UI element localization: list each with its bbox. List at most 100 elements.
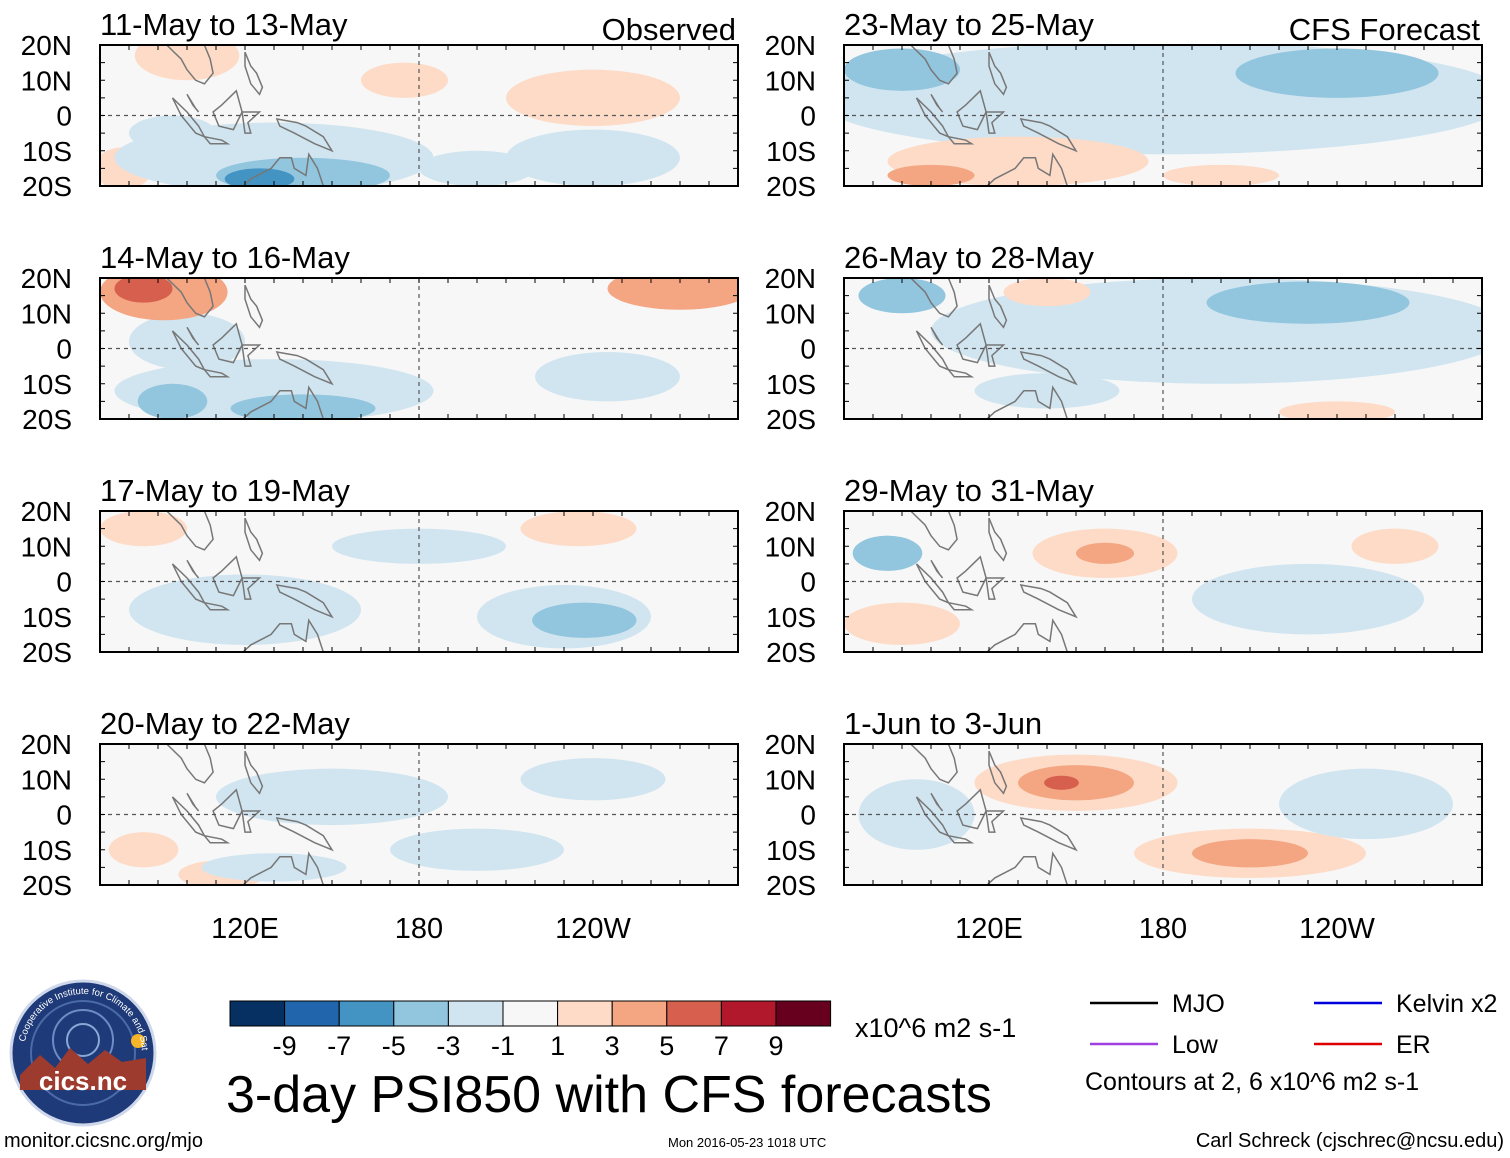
lat-tick-label: 20S bbox=[766, 870, 816, 901]
anomaly-neg-l1 bbox=[1192, 563, 1424, 635]
coastline bbox=[946, 135, 975, 145]
logo-text: cics.nc bbox=[39, 1066, 127, 1096]
coastline bbox=[985, 385, 1069, 419]
footer-credit: Carl Schreck (cjschrec@ncsu.edu) bbox=[1196, 1130, 1504, 1152]
lon-tick-label: 120W bbox=[1299, 913, 1375, 945]
coastline bbox=[946, 834, 975, 844]
coastline bbox=[275, 584, 334, 619]
coastline bbox=[930, 93, 944, 113]
colorbar-tick-label: 3 bbox=[605, 1031, 620, 1061]
anomaly-neg-l3 bbox=[224, 168, 295, 186]
anomaly-neg-l2 bbox=[858, 278, 946, 314]
anomaly-pos-l1 bbox=[108, 832, 179, 868]
lat-tick-label: 10S bbox=[22, 369, 72, 400]
lat-tick-label: 20S bbox=[22, 171, 72, 202]
coastline bbox=[241, 577, 262, 600]
coastline bbox=[241, 111, 262, 134]
coastline bbox=[946, 368, 975, 378]
colorbar-tick-label: 1 bbox=[550, 1031, 565, 1061]
legend-label: MJO bbox=[1172, 990, 1225, 1018]
coastline bbox=[988, 51, 1008, 96]
anomaly-shading bbox=[844, 45, 1482, 186]
coastline bbox=[165, 744, 214, 784]
lat-tick-label: 0 bbox=[800, 800, 816, 831]
anomaly-pos-l3 bbox=[1044, 775, 1079, 790]
coastline bbox=[202, 601, 231, 611]
anomaly-neg-l1 bbox=[960, 111, 1018, 141]
coastline bbox=[202, 135, 231, 145]
anomaly-pos-l1 bbox=[1163, 164, 1279, 186]
coastline bbox=[202, 834, 231, 844]
coastline bbox=[1019, 118, 1078, 153]
anomaly-pos-l1 bbox=[1351, 528, 1439, 564]
anomaly-pos-l2 bbox=[887, 164, 975, 186]
coastline bbox=[244, 517, 264, 562]
anomaly-pos-l1 bbox=[506, 69, 680, 127]
panel-5: 23-May to 25-May CFS Forecast 20N 10N 0 10S 20… bbox=[765, 7, 1483, 202]
coastline bbox=[275, 817, 334, 852]
mountain-icon bbox=[20, 1048, 146, 1090]
panel-6: 26-May to 28-May 20N 10N 0 10S 20S bbox=[765, 240, 1483, 435]
coastline bbox=[985, 810, 1006, 833]
logo-disc bbox=[9, 979, 157, 1127]
anomaly-neg-l1 bbox=[216, 768, 448, 826]
coastline bbox=[985, 618, 1069, 652]
coastline bbox=[985, 152, 1069, 186]
panel-title: 17-May to 19-May bbox=[100, 473, 350, 508]
colorbar-swatch bbox=[557, 1000, 613, 1027]
lat-tick-label: 20S bbox=[766, 404, 816, 435]
column-label: Observed bbox=[602, 12, 736, 47]
colorbar-tick-label: -9 bbox=[273, 1031, 297, 1061]
lat-tick-label: 10N bbox=[21, 298, 72, 329]
colorbar-swatch bbox=[775, 1000, 832, 1027]
coastline bbox=[241, 810, 262, 833]
colorbar-tick-label: -3 bbox=[436, 1031, 460, 1061]
coastline bbox=[946, 601, 975, 611]
anomaly-pos-l3 bbox=[114, 278, 173, 303]
anomaly-neg-l1 bbox=[129, 115, 216, 151]
coastline bbox=[1019, 351, 1078, 386]
coastline bbox=[930, 792, 944, 812]
coastline bbox=[244, 51, 264, 96]
lat-tick-label: 10S bbox=[766, 602, 816, 633]
lat-tick-label: 0 bbox=[56, 567, 72, 598]
colorbar-tick-label: -7 bbox=[327, 1031, 351, 1061]
anomaly-neg-l2 bbox=[844, 48, 960, 91]
lat-tick-label: 10N bbox=[21, 764, 72, 795]
panel-8: 1-Jun to 3-Jun 20N 10N 0 10S 20S bbox=[765, 706, 1483, 901]
anomaly-shading bbox=[100, 45, 680, 186]
anomaly-neg-l1 bbox=[1279, 768, 1453, 840]
anomaly-shading bbox=[858, 744, 1453, 885]
coastline bbox=[241, 618, 325, 652]
lon-tick-label: 120E bbox=[955, 913, 1023, 945]
panel-title: 23-May to 25-May bbox=[844, 7, 1094, 42]
anomaly-neg-l2 bbox=[852, 535, 923, 571]
colorbar-tick-label: -5 bbox=[382, 1031, 406, 1061]
legend-note: Contours at 2, 6 x10^6 m2 s-1 bbox=[1085, 1068, 1419, 1096]
coastline bbox=[165, 45, 214, 85]
lat-tick-label: 10S bbox=[766, 136, 816, 167]
sun-icon bbox=[131, 1034, 145, 1048]
lon-tick-label: 180 bbox=[395, 913, 443, 945]
coastline bbox=[988, 284, 1008, 329]
lat-tick-label: 10S bbox=[22, 136, 72, 167]
colorbar-swatch bbox=[393, 1000, 449, 1027]
anomaly-neg-l1 bbox=[535, 352, 680, 402]
lat-tick-label: 0 bbox=[800, 567, 816, 598]
column-label: CFS Forecast bbox=[1289, 12, 1481, 47]
anomaly-pos-l1 bbox=[520, 511, 637, 547]
lat-tick-label: 0 bbox=[800, 101, 816, 132]
colorbar-tick-label: 5 bbox=[659, 1031, 674, 1061]
colorbar-tick-label: -1 bbox=[491, 1031, 515, 1061]
colorbar-swatch bbox=[338, 1000, 395, 1027]
coastline bbox=[909, 278, 958, 318]
lat-tick-label: 10N bbox=[765, 298, 816, 329]
anomaly-neg-l2 bbox=[1206, 281, 1410, 324]
coastline bbox=[165, 278, 214, 318]
lat-tick-label: 10N bbox=[765, 764, 816, 795]
coastline bbox=[988, 517, 1008, 562]
panel-2: 14-May to 16-May 20N 10N 0 10S 20S bbox=[21, 240, 739, 435]
panel-grid: 11-May to 13-May Observed20N10N010S20S14-… bbox=[21, 7, 1483, 901]
colorbar-swatch bbox=[229, 1000, 286, 1027]
